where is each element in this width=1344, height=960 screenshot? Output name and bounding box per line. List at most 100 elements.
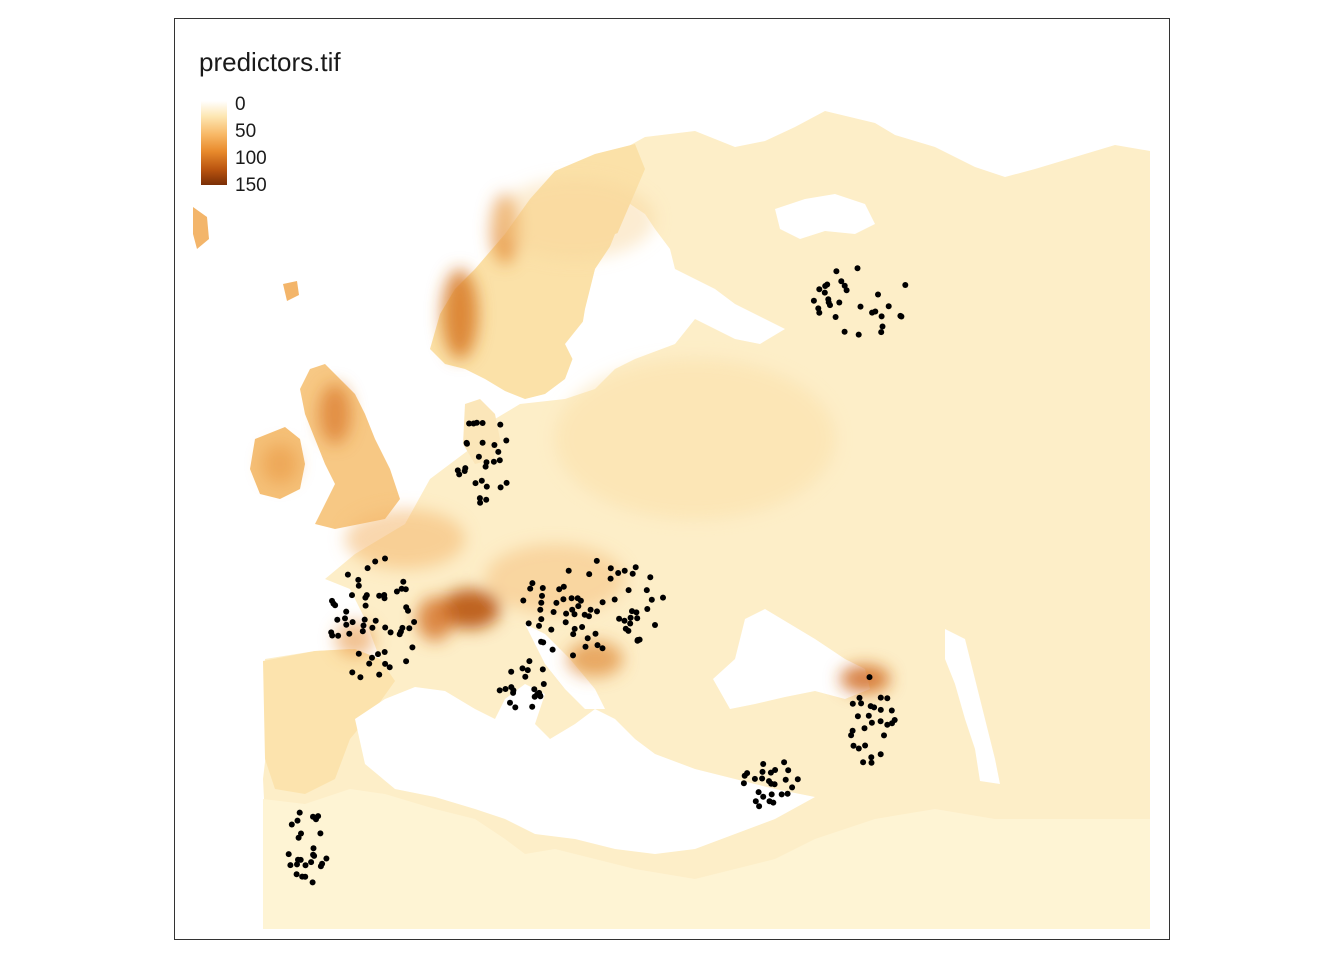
occurrence-point: [491, 442, 498, 448]
occurrence-point: [287, 862, 294, 869]
occurrence-point: [861, 725, 868, 732]
occurrence-point: [632, 564, 639, 571]
occurrence-point: [741, 772, 748, 779]
occurrence-point: [329, 597, 335, 604]
occurrence-point: [768, 791, 775, 798]
occurrence-point: [349, 669, 356, 676]
occurrence-point: [857, 303, 864, 310]
occurrence-point: [382, 555, 388, 562]
occurrence-point: [767, 769, 774, 776]
occurrence-point: [319, 860, 326, 867]
occurrence-point: [302, 873, 309, 880]
occurrence-point: [399, 624, 406, 631]
occurrence-point: [885, 303, 892, 310]
occurrence-point: [323, 855, 330, 862]
occurrence-point: [625, 587, 632, 594]
occurrence-point: [571, 625, 578, 632]
occurrence-point: [334, 616, 341, 623]
occurrence-point: [629, 570, 636, 577]
occurrence-point: [524, 667, 531, 674]
occurrence-point: [463, 439, 470, 446]
occurrence-point: [634, 637, 641, 643]
occurrence-point: [363, 592, 370, 599]
occurrence-point: [317, 830, 324, 837]
occurrence-point: [759, 768, 766, 775]
legend-label-100: 100: [235, 148, 267, 169]
occurrence-point: [570, 631, 577, 638]
occurrence-point: [556, 586, 563, 593]
occurrence-point: [398, 585, 405, 592]
occurrence-point: [615, 570, 622, 576]
atlantic-ocean: [175, 274, 325, 649]
occurrence-point: [376, 592, 383, 599]
occurrence-point: [536, 622, 542, 629]
occurrence-point: [310, 851, 317, 858]
occurrence-point: [627, 620, 634, 627]
occurrence-point: [860, 759, 867, 766]
occurrence-point: [293, 871, 300, 878]
occurrence-point: [854, 265, 861, 272]
occurrence-point: [296, 809, 303, 816]
arctic-ocean: [650, 19, 1169, 169]
occurrence-point: [355, 582, 362, 589]
occurrence-point: [871, 704, 878, 711]
occurrence-point: [866, 674, 873, 681]
occurrence-point: [855, 331, 862, 338]
occurrence-point: [824, 281, 831, 288]
occurrence-point: [477, 499, 484, 506]
occurrence-point: [361, 616, 368, 623]
occurrence-point: [372, 617, 379, 624]
occurrence-point: [315, 813, 322, 820]
occurrence-point: [475, 453, 482, 460]
occurrence-point: [581, 611, 588, 618]
occurrence-point: [869, 309, 876, 316]
occurrence-point: [529, 580, 536, 587]
occurrence-point: [868, 754, 875, 761]
occurrence-point: [751, 775, 758, 782]
occurrence-point: [382, 624, 389, 631]
occurrence-point: [607, 575, 614, 582]
occurrence-point: [403, 604, 410, 611]
occurrence-point: [478, 477, 485, 484]
landmass-denmark: [463, 399, 500, 464]
occurrence-point: [755, 789, 762, 796]
occurrence-point: [369, 624, 376, 631]
occurrence-point: [503, 437, 510, 444]
occurrence-point: [616, 615, 623, 622]
occurrence-point: [540, 681, 547, 687]
occurrence-point: [855, 745, 862, 752]
baltic-sea: [565, 227, 675, 364]
occurrence-point: [538, 616, 545, 623]
occurrence-point: [579, 624, 586, 630]
occurrence-point: [406, 625, 413, 632]
occurrence-point: [902, 282, 909, 288]
occurrence-point: [594, 642, 601, 649]
occurrence-point: [297, 856, 304, 863]
occurrence-point: [592, 630, 599, 637]
occurrence-point: [575, 603, 582, 610]
black-sea: [713, 609, 870, 709]
occurrence-point: [832, 314, 839, 320]
occurrence-point: [310, 845, 317, 852]
occurrence-point: [539, 666, 546, 673]
occurrence-point: [565, 567, 572, 574]
occurrence-point: [878, 329, 885, 336]
landmass-fragment-small: [283, 281, 299, 301]
occurrence-point: [868, 719, 875, 726]
occurrence-point: [888, 707, 895, 714]
occurrence-point: [856, 694, 863, 701]
occurrence-point: [841, 282, 848, 289]
occurrence-point: [877, 718, 884, 725]
occurrence-point: [294, 861, 300, 868]
occurrence-point: [784, 790, 791, 797]
occurrence-point: [568, 595, 575, 602]
occurrence-point: [868, 759, 875, 766]
occurrence-point: [865, 712, 872, 719]
adriatic-sea: [525, 624, 605, 709]
occurrence-point: [537, 692, 543, 699]
occurrence-point: [740, 780, 747, 787]
landmass-iberia: [263, 649, 395, 794]
occurrence-point: [483, 496, 490, 503]
occurrence-point: [877, 706, 884, 713]
occurrence-point: [782, 776, 789, 783]
